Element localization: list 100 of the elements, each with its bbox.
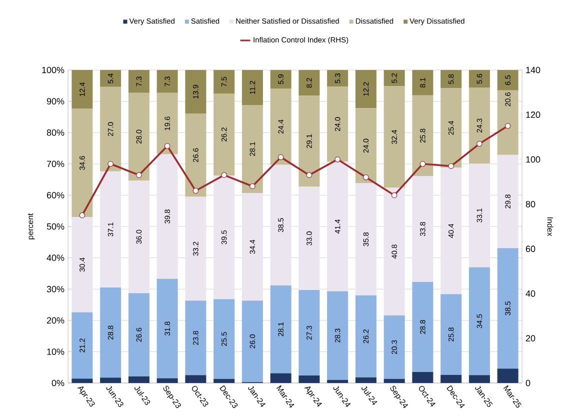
y2-tick-label: 0 (526, 380, 530, 386)
y2-tick-label: 20 (526, 335, 536, 342)
y-tick-label: 10% (47, 348, 64, 355)
bar (327, 70, 348, 87)
point (221, 172, 227, 178)
bar (128, 180, 150, 294)
bar (355, 183, 376, 296)
bar (128, 376, 150, 383)
bar (100, 171, 122, 288)
bar (497, 368, 518, 383)
point (476, 140, 482, 147)
point (164, 143, 170, 149)
bar (468, 267, 490, 376)
point (108, 160, 114, 167)
point (306, 172, 312, 178)
bar (468, 70, 490, 88)
bar (270, 70, 292, 88)
bar (242, 105, 263, 194)
bar (72, 70, 93, 109)
y-tick-label: 80% (46, 129, 64, 136)
y2-tick-label: 60 (526, 246, 536, 252)
y-tick-label: 100% (42, 66, 64, 74)
bar (440, 294, 462, 375)
bar (412, 70, 434, 96)
bar (100, 86, 122, 172)
bar (185, 300, 206, 376)
bar (128, 70, 150, 93)
y-tick-label: 40% (46, 254, 64, 261)
y-tick-label: 30% (46, 286, 64, 292)
bar (298, 375, 320, 383)
bar (440, 374, 462, 383)
bar (497, 70, 518, 90)
bar (270, 373, 292, 383)
bar (242, 193, 263, 301)
y2-tick-label: 40 (526, 290, 536, 297)
point (420, 160, 426, 167)
y-tick-label: 70% (46, 160, 64, 168)
point (363, 174, 369, 180)
bar (270, 285, 292, 374)
bar (384, 378, 405, 383)
bar (185, 114, 206, 197)
point (448, 163, 454, 170)
bar (412, 372, 434, 383)
bar (298, 290, 320, 376)
bar (100, 378, 122, 383)
bar (156, 154, 178, 279)
bar (72, 217, 93, 312)
point (391, 192, 398, 198)
y-tick-label: 90% (46, 98, 64, 104)
bar (412, 282, 434, 372)
bar (298, 70, 320, 96)
bar (355, 377, 376, 383)
bar (270, 88, 292, 165)
bar (497, 90, 518, 155)
bar (384, 188, 405, 316)
bar (72, 108, 93, 218)
bar (468, 375, 490, 383)
bar (185, 375, 206, 383)
bar (156, 92, 178, 154)
bar (384, 315, 405, 379)
y-tick-label: 20% (46, 317, 64, 324)
bar (327, 291, 348, 380)
bar (185, 196, 206, 301)
bar (497, 154, 518, 248)
bar (327, 380, 348, 383)
bar (440, 70, 462, 88)
bar (384, 86, 405, 188)
point (504, 122, 511, 129)
bar (327, 86, 348, 162)
bar (214, 378, 235, 383)
bar (214, 175, 235, 300)
bar (440, 168, 462, 294)
y2-tick-label: 80 (526, 200, 536, 208)
bar (298, 96, 320, 187)
bar (72, 378, 93, 383)
bar (412, 176, 434, 282)
bar (270, 164, 292, 286)
bar (156, 278, 178, 378)
point (79, 212, 86, 218)
y2-tick-label: 100 (526, 156, 540, 163)
bar (412, 95, 434, 176)
point (192, 188, 199, 194)
y-tick-label: 60% (46, 192, 64, 198)
bar (355, 108, 376, 184)
bar (185, 70, 206, 114)
bar (100, 288, 122, 378)
y-tick-label: 50% (46, 223, 64, 230)
bar (214, 299, 235, 379)
bar (440, 88, 462, 168)
bar (128, 92, 150, 180)
bar (214, 70, 235, 94)
bar (72, 312, 93, 379)
bar (128, 293, 150, 376)
bar (355, 295, 376, 378)
bar (327, 162, 348, 292)
point (136, 172, 142, 178)
point (334, 156, 340, 162)
y-tick-label: 0% (52, 380, 64, 386)
bar (100, 70, 122, 87)
bar (298, 186, 320, 290)
